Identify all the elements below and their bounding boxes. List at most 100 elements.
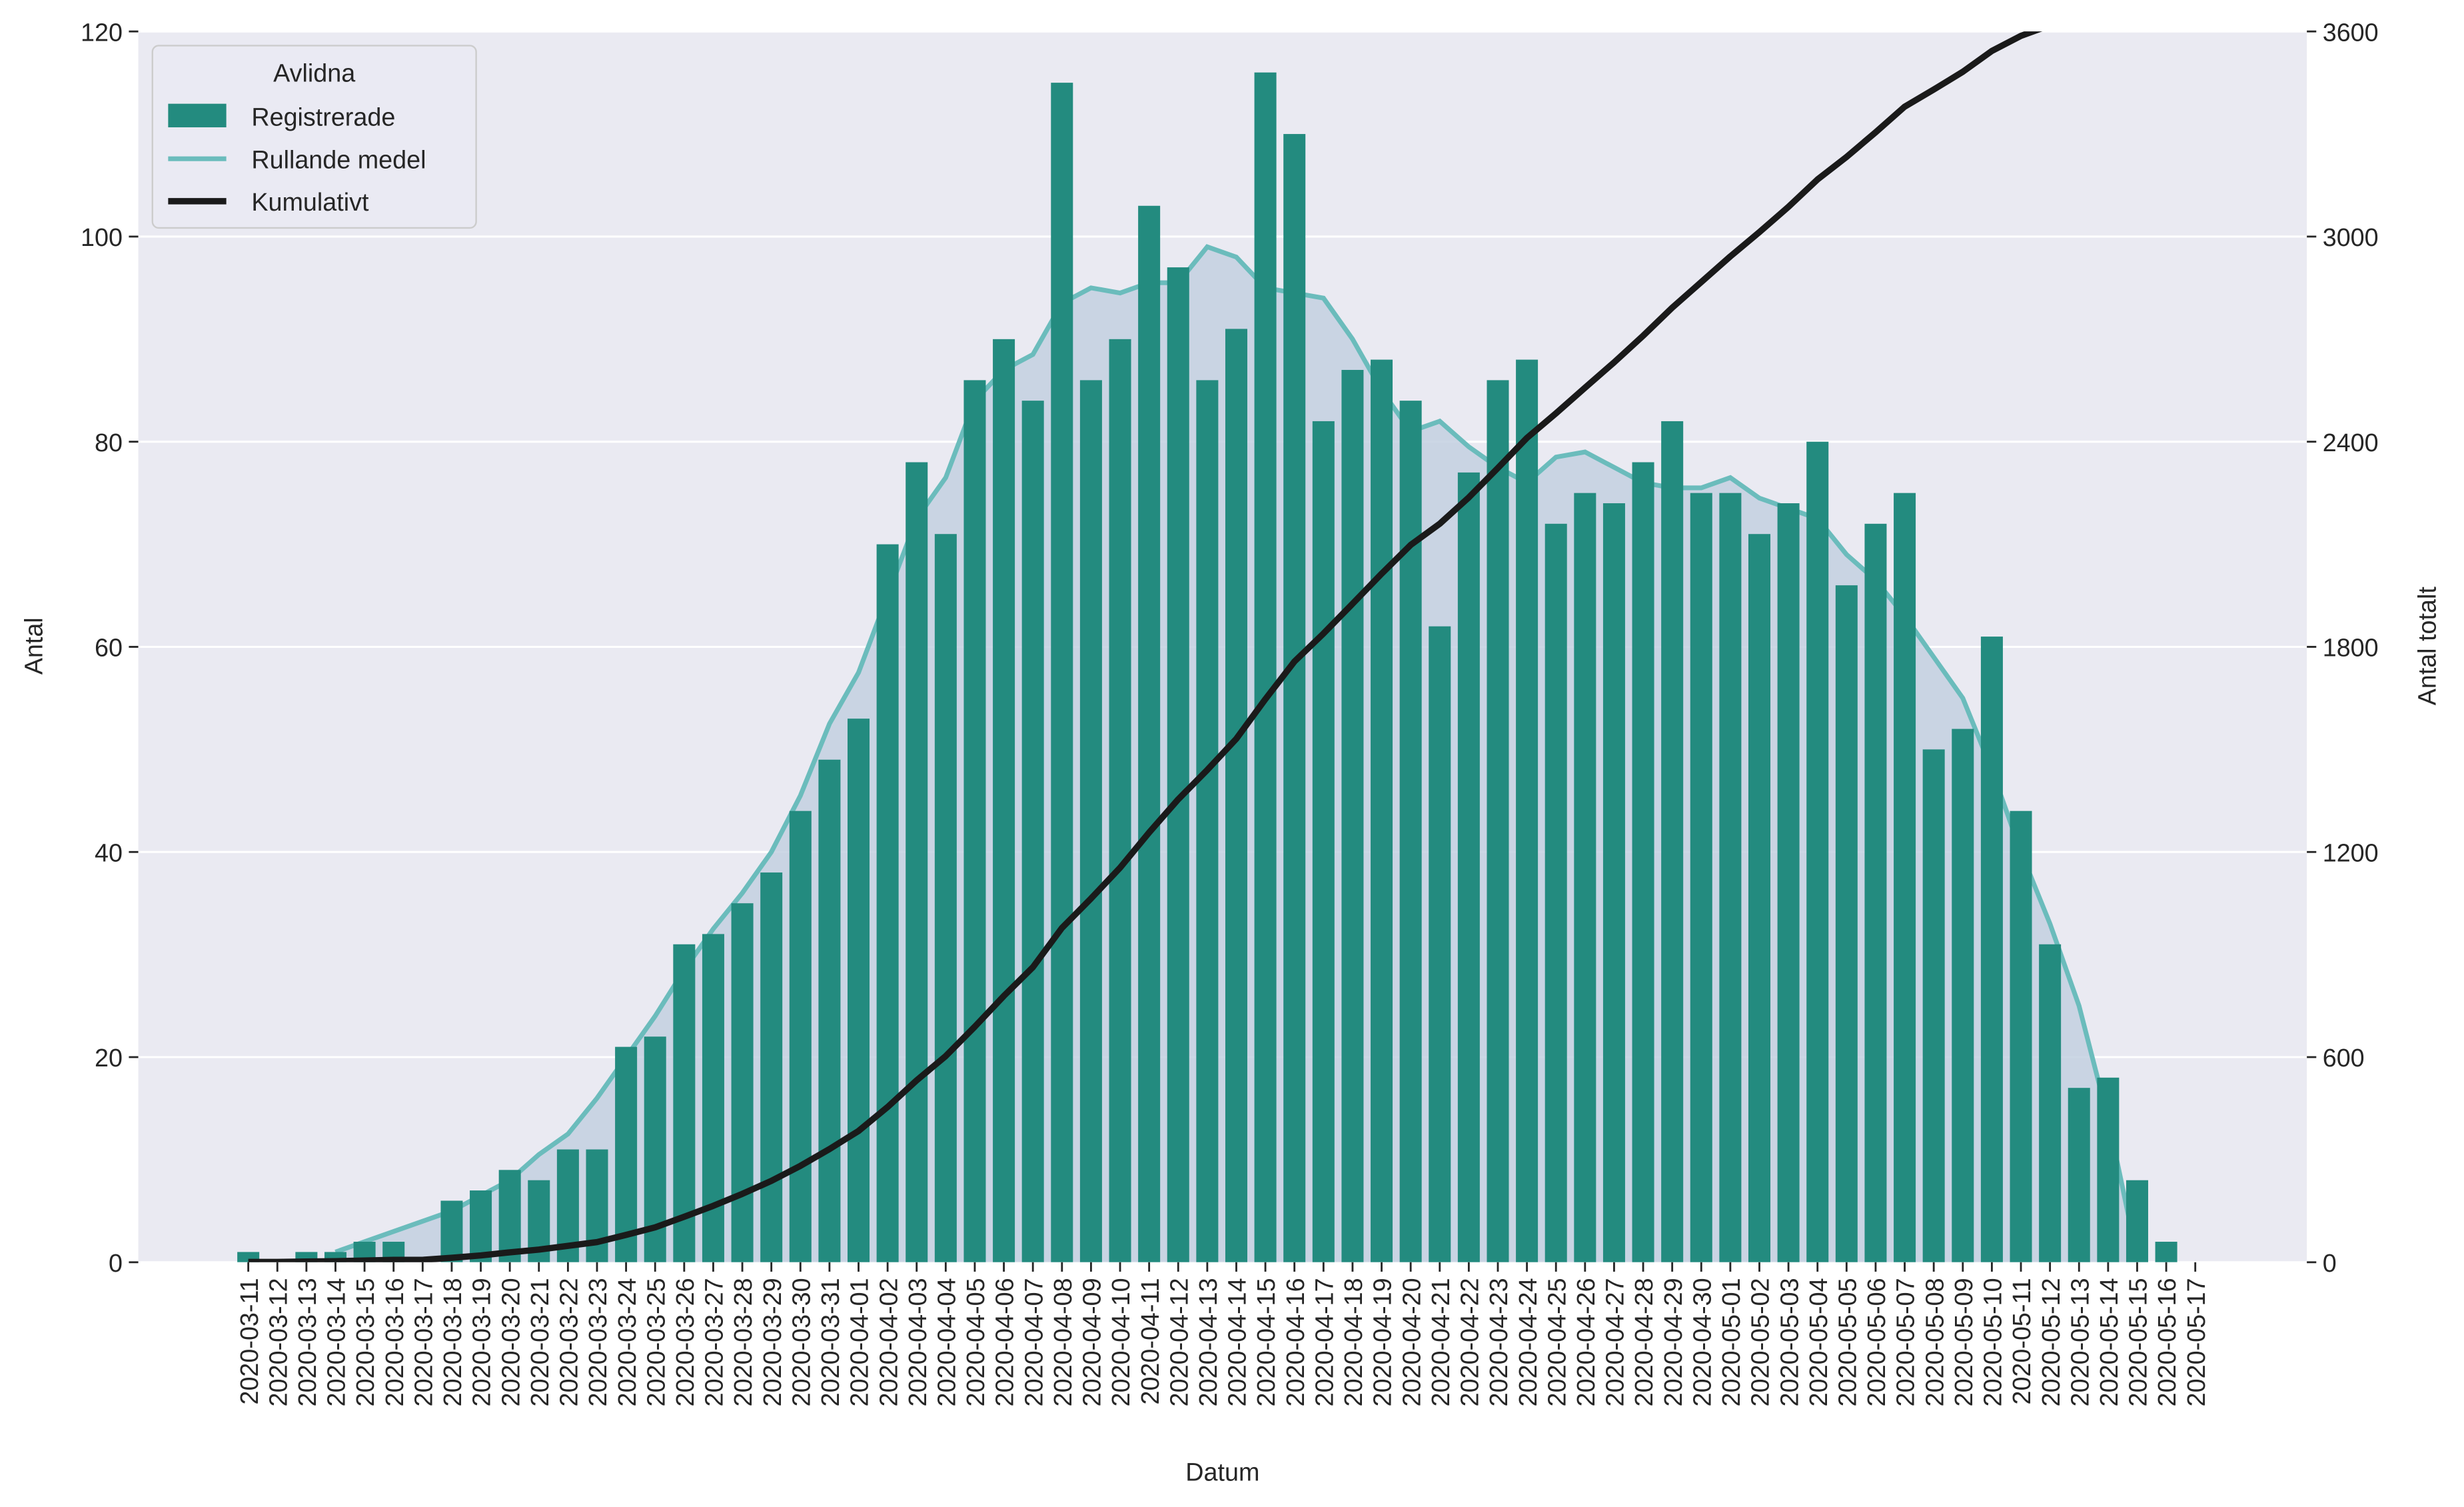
x-tick-label: 2020-05-15 (2124, 1278, 2152, 1406)
bar (1864, 523, 1887, 1262)
y-tick-label: 0 (109, 1249, 123, 1277)
bar (1952, 729, 1974, 1262)
x-tick-label: 2020-04-06 (991, 1278, 1019, 1406)
x-tick-label: 2020-03-30 (787, 1278, 815, 1406)
legend-label: Rullande medel (251, 145, 426, 173)
x-tick-label: 2020-04-01 (846, 1278, 874, 1406)
x-tick-label: 2020-04-26 (1572, 1278, 1600, 1406)
bar (876, 544, 899, 1262)
x-tick-label: 2020-05-12 (2037, 1278, 2065, 1406)
x-tick-label: 2020-05-08 (1920, 1278, 1948, 1406)
x-tick-label: 2020-05-11 (2008, 1278, 2036, 1404)
x-tick-label: 2020-03-31 (816, 1278, 844, 1406)
x-tick-label: 2020-03-16 (380, 1278, 408, 1406)
bar (1806, 441, 1829, 1262)
bar (1371, 359, 1393, 1262)
bar (440, 1200, 463, 1262)
legend-label: Kumulativt (251, 188, 369, 216)
x-tick-label: 2020-03-26 (671, 1278, 699, 1406)
x-tick-label: 2020-03-25 (642, 1278, 670, 1406)
x-tick-label: 2020-04-18 (1339, 1278, 1367, 1406)
x-tick-label: 2020-04-28 (1630, 1278, 1658, 1406)
bar (760, 872, 783, 1262)
legend-label: Registrerade (251, 103, 395, 131)
x-axis-label: Datum (1185, 1458, 1259, 1486)
bar (1429, 626, 1451, 1262)
legend-title: Avlidna (273, 59, 355, 87)
x-tick-label: 2020-03-15 (351, 1278, 379, 1406)
bar (498, 1170, 521, 1262)
bar (1632, 462, 1654, 1262)
legend-swatch (168, 103, 227, 128)
x-tick-label: 2020-05-16 (2153, 1278, 2181, 1406)
x-tick-label: 2020-04-21 (1427, 1278, 1455, 1406)
x-tick-label: 2020-03-21 (526, 1278, 554, 1406)
x-tick-label: 2020-03-11 (235, 1278, 263, 1404)
y-tick-label: 100 (81, 223, 123, 251)
legend-box (151, 45, 477, 229)
x-tick-label: 2020-04-27 (1601, 1278, 1629, 1406)
bar (906, 462, 928, 1262)
bar (1196, 380, 1219, 1262)
line (248, 31, 2043, 1262)
x-tick-label: 2020-03-20 (496, 1278, 524, 1406)
x-tick-label: 2020-03-29 (758, 1278, 786, 1406)
x-tick-label: 2020-05-03 (1775, 1278, 1803, 1406)
y2-tick-label: 3600 (2323, 18, 2379, 46)
x-tick-label: 2020-04-17 (1310, 1278, 1338, 1406)
x-tick-label: 2020-03-18 (438, 1278, 466, 1406)
bar (1051, 83, 1073, 1262)
y2-tick-label: 0 (2323, 1249, 2337, 1277)
marks (237, 31, 2177, 1262)
bar (673, 944, 696, 1262)
bar (1138, 205, 1161, 1262)
bar (2126, 1180, 2148, 1262)
bar (1661, 421, 1684, 1262)
x-tick-label: 2020-05-07 (1892, 1278, 1920, 1406)
bar (963, 380, 986, 1262)
bar (1516, 359, 1539, 1262)
bar (1457, 472, 1480, 1262)
x-tick-label: 2020-03-14 (322, 1278, 350, 1406)
bar (1544, 523, 1567, 1262)
y-tick-label: 120 (81, 18, 123, 46)
x-tick-label: 2020-03-23 (584, 1278, 612, 1406)
bar (993, 339, 1015, 1262)
y2-tick-label: 1800 (2323, 634, 2379, 662)
bar (789, 810, 812, 1262)
x-tick-label: 2020-04-08 (1049, 1278, 1077, 1406)
x-tick-label: 2020-03-17 (409, 1278, 437, 1406)
bar (1574, 493, 1596, 1262)
y2-tick-label: 3000 (2323, 223, 2379, 251)
bar (1777, 503, 1800, 1262)
x-tick-label: 2020-05-09 (1950, 1278, 1978, 1406)
bar (702, 934, 724, 1262)
bar (615, 1046, 638, 1262)
y2-tick-label: 600 (2323, 1044, 2365, 1072)
x-tick-label: 2020-04-20 (1397, 1278, 1425, 1406)
x-tick-label: 2020-04-24 (1514, 1278, 1542, 1406)
y2-axis-label: Antal totalt (2413, 587, 2441, 706)
x-tick-label: 2020-05-13 (2066, 1278, 2094, 1406)
bar (1835, 585, 1858, 1262)
x-tick-label: 2020-04-15 (1252, 1278, 1280, 1406)
bar (1922, 749, 1945, 1262)
bar (731, 903, 754, 1262)
y-axis-label: Antal (20, 617, 48, 675)
bar (2068, 1088, 2090, 1262)
x-tick-label: 2020-03-19 (468, 1278, 496, 1406)
bar (1109, 339, 1131, 1262)
axes: 0204060801001200600120018002400300036002… (81, 18, 2379, 1406)
x-tick-label: 2020-04-13 (1194, 1278, 1222, 1406)
bar (1167, 267, 1189, 1262)
x-tick-label: 2020-04-12 (1165, 1278, 1193, 1406)
legend: Avlidna Registrerade Rullande medel Kumulat… (151, 45, 477, 229)
x-tick-label: 2020-04-23 (1485, 1278, 1513, 1406)
bar (1254, 72, 1277, 1262)
x-tick-label: 2020-03-27 (700, 1278, 728, 1406)
bar (1399, 401, 1422, 1262)
bar (1079, 380, 1102, 1262)
x-tick-label: 2020-04-25 (1542, 1278, 1570, 1406)
x-tick-label: 2020-04-10 (1107, 1278, 1135, 1406)
